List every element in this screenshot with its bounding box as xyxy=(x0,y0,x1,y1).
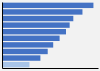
bar xyxy=(2,49,48,54)
bars xyxy=(2,3,93,68)
bar xyxy=(2,62,29,67)
bar xyxy=(2,29,66,34)
chart xyxy=(0,0,100,71)
bar xyxy=(2,42,53,47)
bar xyxy=(2,36,60,41)
bar xyxy=(2,3,93,8)
bar xyxy=(2,9,82,14)
y-axis xyxy=(2,3,4,69)
x-axis-line xyxy=(3,68,99,69)
bar xyxy=(2,22,70,27)
bar xyxy=(2,55,40,60)
bar xyxy=(2,16,73,21)
y-axis-line xyxy=(2,3,3,69)
plot xyxy=(2,3,99,69)
x-axis xyxy=(3,68,99,69)
